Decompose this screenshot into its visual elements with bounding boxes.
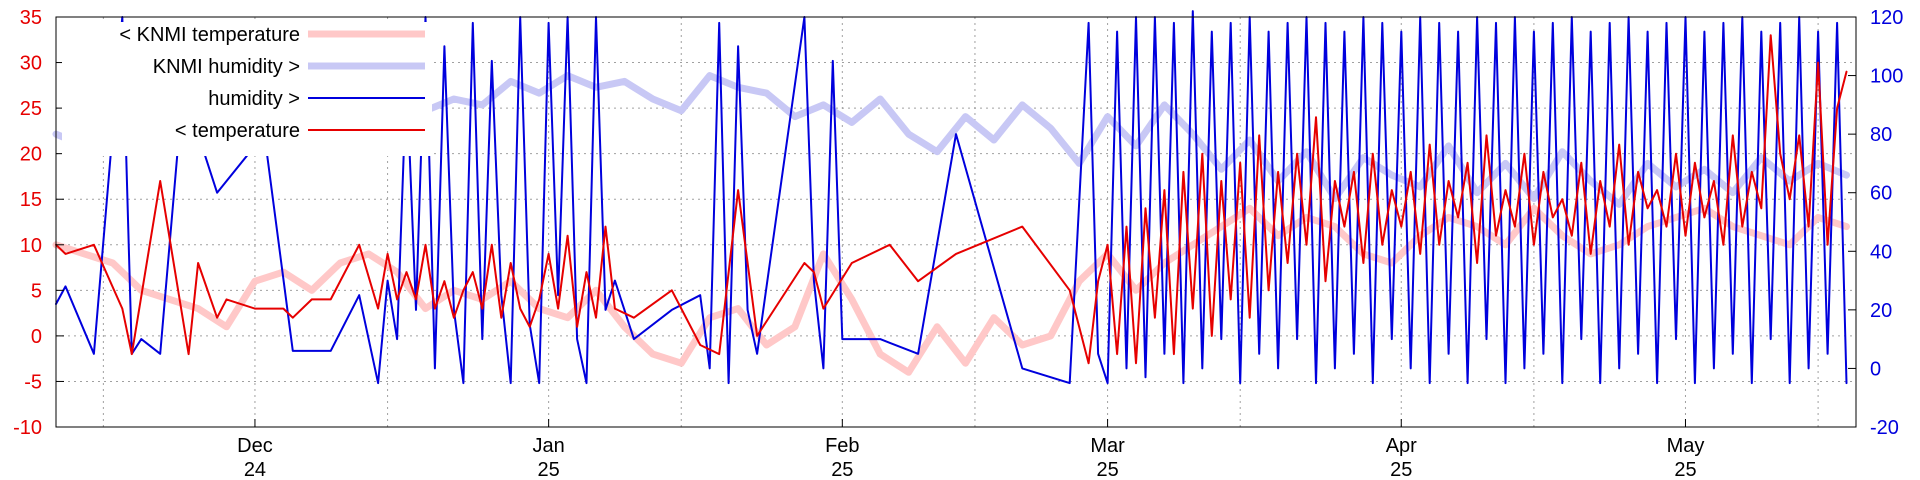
x-tick-label-year: 25 (1096, 459, 1118, 480)
x-tick-label-month: May (1667, 435, 1705, 457)
y-right-tick-label: 60 (1870, 183, 1892, 205)
legend-label-2: humidity > (208, 88, 300, 110)
legend-label-3: < temperature (175, 120, 300, 142)
x-tick-label-year: 25 (831, 459, 853, 480)
y-left-tick-label: 20 (20, 144, 42, 166)
x-tick-label-month: Mar (1090, 435, 1125, 457)
y-left-tick-label: -10 (13, 417, 42, 439)
x-tick-label-year: 25 (1390, 459, 1412, 480)
y-right-tick-label: 0 (1870, 358, 1881, 380)
y-right-tick-label: 80 (1870, 124, 1892, 146)
x-tick-label-year: 24 (244, 459, 266, 480)
legend: < KNMI temperature KNMI humidity > humidit… (62, 22, 432, 156)
y-right-tick-label: 40 (1870, 241, 1892, 263)
y-left-tick-label: 10 (20, 235, 42, 257)
y-right-tick-label: 20 (1870, 300, 1892, 322)
y-left-tick-label: 5 (31, 280, 42, 302)
x-tick-label-month: Apr (1386, 435, 1417, 457)
y-left-tick-label: 30 (20, 53, 42, 75)
y-right-tick-label: -20 (1870, 417, 1899, 439)
y-right-tick-label: 100 (1870, 66, 1903, 88)
y-left-tick-label: 15 (20, 189, 42, 211)
x-tick-label-year: 25 (1674, 459, 1696, 480)
x-tick-label-month: Jan (533, 435, 565, 457)
legend-background (62, 22, 432, 156)
y-left-tick-label: 35 (20, 7, 42, 29)
legend-label-0: < KNMI temperature (119, 24, 300, 46)
series-line-2 (55, 10, 1848, 385)
y-left-tick-label: 25 (20, 98, 42, 120)
axis-layer: -10 -5 0 5 10 15 20 25 30 35 -20 0 20 40 60 80 100 120 Dec… (13, 7, 1903, 480)
series-line-3 (55, 34, 1848, 365)
y-left-tick-label: 0 (31, 326, 42, 348)
x-tick-label-year: 25 (538, 459, 560, 480)
x-tick-label-month: Dec (237, 435, 273, 457)
y-right-tick-label: 120 (1870, 7, 1903, 29)
plot-frame (55, 16, 1857, 428)
x-tick-label-month: Feb (825, 435, 859, 457)
y-left-tick-label: -5 (24, 371, 42, 393)
legend-label-1: KNMI humidity > (153, 56, 300, 78)
